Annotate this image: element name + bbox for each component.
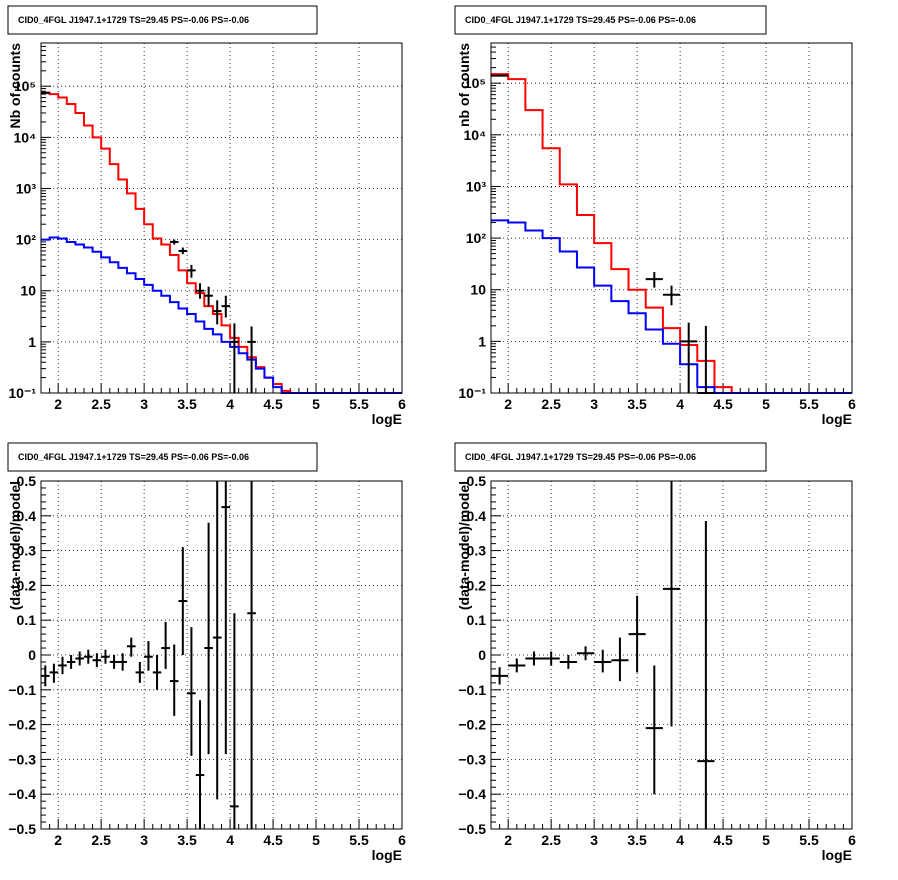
y-tick-label: 10: [470, 282, 486, 298]
counts-panel-left: CID0_4FGL J1947.1+1729 TS=29.45 PS=-0.06…: [7, 5, 406, 427]
x-axis-title: logE: [372, 411, 402, 427]
x-tick-label: 2: [504, 832, 512, 848]
x-tick-label: 4.5: [263, 396, 283, 412]
x-tick-label: 2: [54, 396, 62, 412]
y-tick-label: 10³: [466, 178, 487, 194]
chart-title: CID0_4FGL J1947.1+1729 TS=29.45 PS=-0.06…: [465, 452, 696, 462]
x-tick-label: 5.5: [349, 396, 369, 412]
y-tick-label: −0.4: [458, 786, 486, 802]
y-tick-label: −0.3: [458, 751, 486, 767]
y-tick-label: −0.5: [458, 821, 486, 837]
y-tick-label: 10⁵: [14, 78, 36, 94]
y-tick-label: 10⁴: [464, 127, 487, 143]
x-tick-label: 3: [140, 396, 148, 412]
y-tick-label: 0.2: [17, 577, 37, 593]
y-tick-label: −0.1: [8, 682, 36, 698]
x-tick-label: 5: [762, 832, 770, 848]
x-tick-label: 2: [504, 396, 512, 412]
y-tick-label: 10³: [16, 180, 37, 196]
x-tick-label: 3.5: [627, 396, 647, 412]
series-line-red: [491, 73, 852, 394]
y-tick-label: 0.3: [467, 543, 487, 559]
plot-frame: [490, 42, 853, 394]
x-tick-label: 2.5: [91, 396, 111, 412]
y-tick-label: 1: [478, 333, 486, 349]
y-tick-label: 10⁴: [14, 129, 37, 145]
counts-panel-right: CID0_4FGL J1947.1+1729 TS=29.45 PS=-0.06…: [454, 5, 856, 427]
x-tick-label: 3.5: [627, 832, 647, 848]
y-tick-label: 0.1: [17, 612, 37, 628]
x-tick-label: 3: [590, 832, 598, 848]
x-axis-title: logE: [372, 847, 402, 863]
y-tick-label: 0: [478, 647, 486, 663]
x-tick-label: 2.5: [541, 832, 561, 848]
x-tick-label: 3.5: [177, 396, 197, 412]
y-tick-label: −0.3: [8, 751, 36, 767]
y-tick-label: −0.4: [8, 786, 36, 802]
x-tick-label: 6: [848, 832, 856, 848]
x-tick-label: 4.5: [713, 832, 733, 848]
chart-title: CID0_4FGL J1947.1+1729 TS=29.45 PS=-0.06…: [465, 15, 696, 25]
x-tick-label: 2: [54, 832, 62, 848]
x-tick-label: 4.5: [713, 396, 733, 412]
y-axis-title: (data-model)/model: [456, 481, 472, 610]
y-tick-label: 10⁵: [464, 75, 486, 91]
x-tick-label: 3: [140, 832, 148, 848]
y-tick-label: 0: [28, 647, 36, 663]
y-tick-label: 0.4: [17, 508, 37, 524]
x-tick-label: 3: [590, 396, 598, 412]
x-tick-label: 5: [312, 832, 320, 848]
x-tick-label: 6: [398, 832, 406, 848]
title-box: [7, 442, 318, 472]
y-tick-label: 10²: [16, 232, 37, 248]
x-tick-label: 5: [762, 396, 770, 412]
x-axis-title: logE: [822, 847, 852, 863]
x-tick-label: 4: [226, 396, 234, 412]
x-tick-label: 5.5: [799, 396, 819, 412]
y-tick-label: −0.5: [8, 821, 36, 837]
x-tick-label: 6: [848, 396, 856, 412]
x-tick-label: 2.5: [541, 396, 561, 412]
series-line-blue: [491, 219, 852, 394]
plot-frame: [40, 480, 403, 830]
y-tick-label: −0.2: [458, 717, 486, 733]
x-tick-label: 5.5: [799, 832, 819, 848]
y-axis-title: nb of counts: [456, 43, 472, 127]
chart-title: CID0_4FGL J1947.1+1729 TS=29.45 PS=-0.06…: [18, 15, 249, 25]
x-tick-label: 5: [312, 396, 320, 412]
y-tick-label: 10: [20, 283, 36, 299]
y-axis-title: (data-model)/model: [7, 481, 23, 610]
x-tick-label: 4: [676, 832, 684, 848]
residual-panel-right: CID0_4FGL J1947.1+1729 TS=29.45 PS=-0.06…: [454, 442, 856, 863]
x-tick-label: 4.5: [263, 832, 283, 848]
x-axis-title: logE: [822, 411, 852, 427]
title-box: [454, 442, 767, 472]
x-tick-label: 4: [676, 396, 684, 412]
x-tick-label: 4: [226, 832, 234, 848]
y-tick-label: 10²: [466, 230, 487, 246]
y-tick-label: 10⁻¹: [8, 385, 36, 401]
title-box: [454, 5, 767, 35]
residual-panel-left: CID0_4FGL J1947.1+1729 TS=29.45 PS=-0.06…: [7, 442, 406, 863]
y-tick-label: 0.3: [17, 543, 37, 559]
y-tick-label: 0.5: [17, 473, 37, 489]
title-box: [7, 5, 318, 35]
y-tick-label: 1: [28, 334, 36, 350]
y-tick-label: 0.5: [467, 473, 487, 489]
x-tick-label: 2.5: [91, 832, 111, 848]
x-tick-label: 6: [398, 396, 406, 412]
chart-title: CID0_4FGL J1947.1+1729 TS=29.45 PS=-0.06…: [18, 452, 249, 462]
x-tick-label: 5.5: [349, 832, 369, 848]
y-tick-label: 0.4: [467, 508, 487, 524]
x-tick-label: 3.5: [177, 832, 197, 848]
plot-frame: [40, 42, 403, 394]
y-tick-label: 10⁻¹: [458, 385, 486, 401]
y-tick-label: 0.2: [467, 577, 487, 593]
y-axis-title: Nb of counts: [7, 43, 23, 129]
y-tick-label: −0.2: [8, 717, 36, 733]
y-tick-label: 0.1: [467, 612, 487, 628]
plot-frame: [490, 480, 853, 830]
y-tick-label: −0.1: [458, 682, 486, 698]
